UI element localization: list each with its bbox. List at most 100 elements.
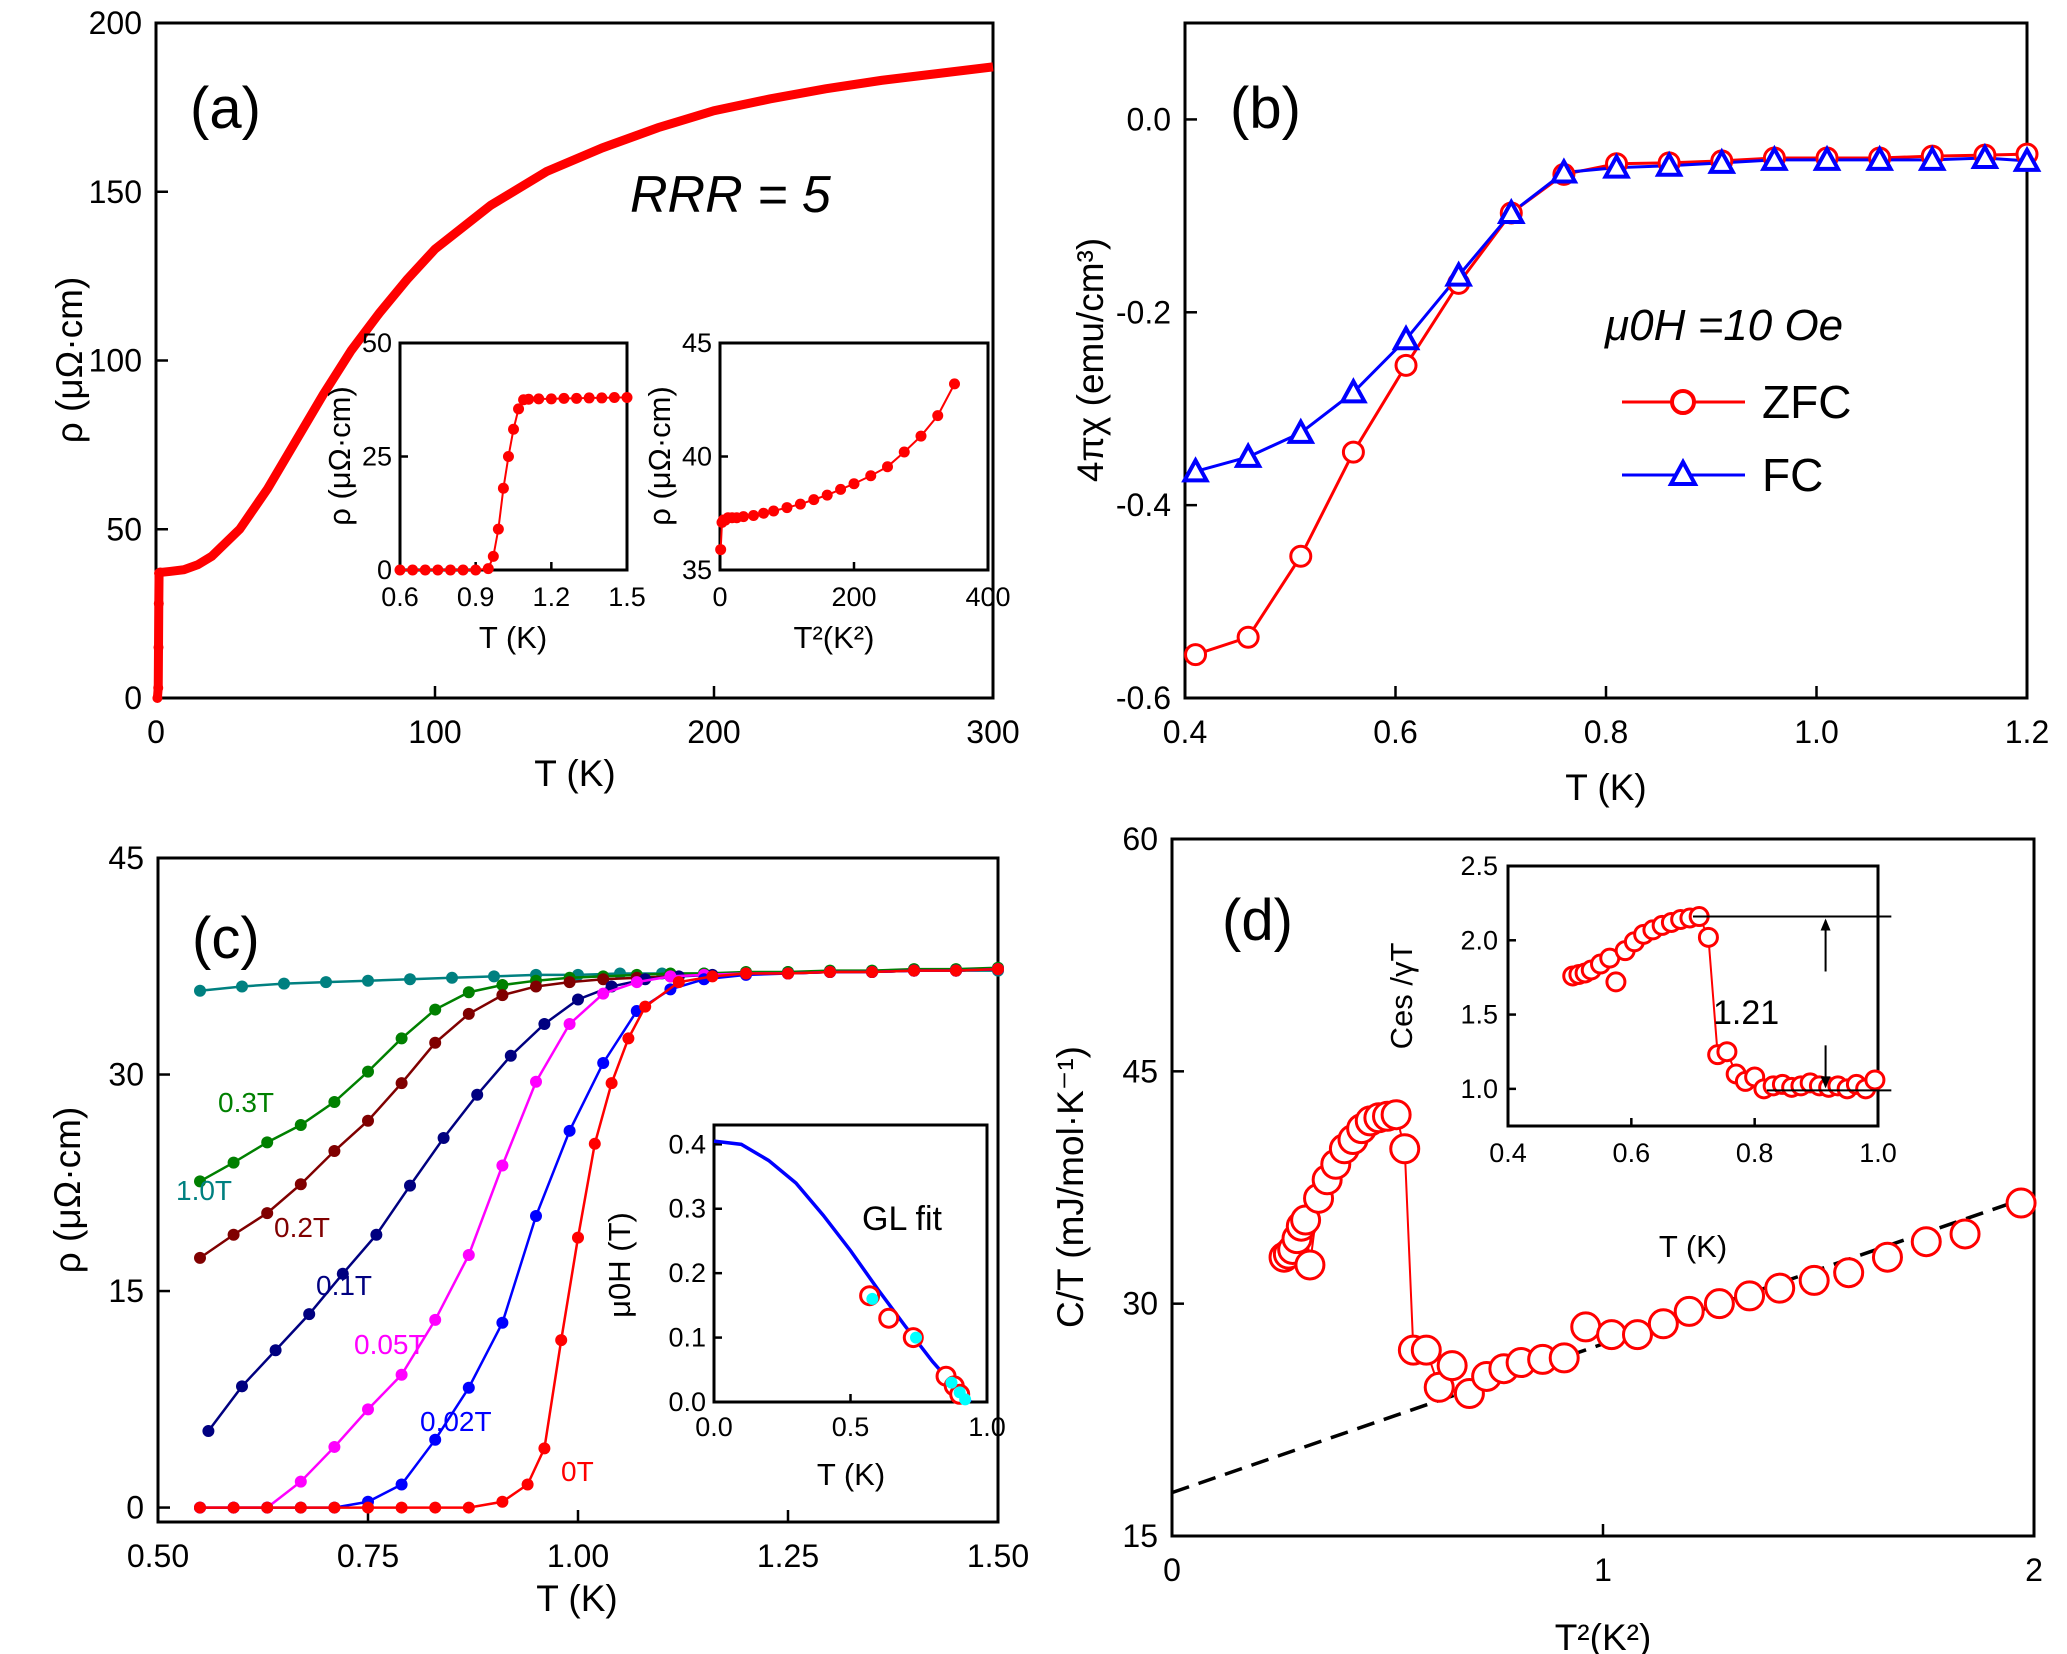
rho-field-point-4 <box>362 1403 374 1416</box>
y-tick-label: 0.4 <box>668 1129 706 1159</box>
rho-field-point-6 <box>588 1137 601 1150</box>
panel-b-ticks: 0.4 0.6 0.8 1.0 1.2 -0.6 -0.4 -0.2 0.0 <box>1116 101 2049 750</box>
inset-a2-point <box>882 461 893 473</box>
panel-b-ylabel: 4πχ (emu/cm³) <box>1070 238 1111 482</box>
inset-a1-point <box>513 403 525 415</box>
y-tick-label: 30 <box>108 1057 144 1093</box>
rho-field-point-5 <box>496 1316 509 1329</box>
rho-field-point-0 <box>362 974 374 987</box>
rho-field-point-3 <box>303 1308 316 1321</box>
fc-point <box>1707 147 1737 174</box>
x-tick-label: 0.6 <box>1373 714 1417 750</box>
inset-a2-ylabel: ρ (μΩ·cm) <box>642 386 677 526</box>
rho-field-point-6 <box>362 1501 374 1514</box>
inset-a1-point <box>558 392 570 404</box>
panel-c-frame <box>156 856 1000 1524</box>
gl-fit-line <box>713 1139 972 1404</box>
rho-field-point-6 <box>496 1495 509 1508</box>
fc-point <box>1865 144 1895 171</box>
inset-a2-line <box>719 383 956 550</box>
rho-field-point-0 <box>446 971 458 984</box>
inset-a2-point <box>898 446 910 458</box>
y-tick-label: 35 <box>682 555 712 585</box>
rho-field-point-6 <box>462 1501 475 1514</box>
y-tick-label: 0.0 <box>1127 101 1171 137</box>
ct-point <box>1548 1342 1580 1374</box>
inset-a1-point <box>621 391 633 403</box>
legend-zfc-label: ZFC <box>1762 376 1851 428</box>
rho-field-point-5 <box>597 1056 610 1069</box>
rho-field-point-1 <box>328 1095 341 1108</box>
series-label-002t: 0.02T <box>420 1406 492 1437</box>
y-tick-label: 100 <box>89 343 142 379</box>
hc2-point-cyan <box>866 1292 879 1305</box>
panel-b-annotation: μ0H =10 Oe <box>1604 301 1843 350</box>
ct-point <box>1389 1133 1421 1165</box>
panel-d-data <box>1171 1099 2037 1495</box>
y-tick-label: 0.1 <box>668 1323 706 1353</box>
panel-c: 0.50 0.75 1.00 1.25 1.50 0 15 30 45 (c) 1.0T 0.3… <box>47 840 1029 1619</box>
ct-point <box>2005 1187 2037 1219</box>
panel-b-frame <box>1183 21 2029 700</box>
panel-b: 0.4 0.6 0.8 1.0 1.2 -0.6 -0.4 -0.2 0.0 (b) μ0H =… <box>1070 21 2049 808</box>
y-tick-label: 150 <box>89 174 142 210</box>
rho-field-point-2 <box>597 973 610 986</box>
rho-field-point-6 <box>782 967 794 980</box>
inset-a2-data <box>715 378 960 556</box>
rho-field-point-6 <box>908 964 920 977</box>
fc-point <box>1233 441 1263 468</box>
inset-a1-point <box>533 393 545 405</box>
rho-field-point-2 <box>429 1036 442 1049</box>
rho-field-point-2 <box>328 1145 341 1158</box>
inset-a1-ylabel: ρ (μΩ·cm) <box>322 386 357 526</box>
panel-a-ticks: 0 100 200 300 0 50 100 150 200 <box>89 5 1020 750</box>
x-tick-label: 0 <box>712 582 727 612</box>
inset-a2-point <box>781 502 793 514</box>
inset-d-frame <box>1506 864 1880 1128</box>
series-label-02t: 0.2T <box>274 1212 330 1243</box>
rho-field-point-4 <box>462 1248 475 1261</box>
x-tick-label: 1.0 <box>968 1412 1006 1442</box>
panel-b-label: (b) <box>1230 76 1301 141</box>
rho-field-point-0 <box>236 980 248 993</box>
rho-field-point-2 <box>227 1228 240 1241</box>
x-tick-label: 2 <box>2025 1552 2043 1588</box>
fc-point <box>1812 144 1842 171</box>
rho-field-point-4 <box>328 1440 341 1453</box>
rho-field-point-1 <box>294 1119 307 1132</box>
ct-point <box>1734 1280 1766 1312</box>
inset-a1-point <box>470 564 482 576</box>
rho-field-point-4 <box>664 970 677 983</box>
inset-a1-point <box>523 393 535 405</box>
rho-field-point-2 <box>261 1207 274 1220</box>
rho-field-point-3 <box>504 1049 517 1062</box>
inset-a2-point <box>848 478 860 490</box>
y-tick-label: 30 <box>1122 1286 1158 1322</box>
rho-field-point-6 <box>605 1077 618 1090</box>
rho-field-point-3 <box>538 1018 551 1030</box>
y-tick-label: 45 <box>682 328 712 358</box>
x-tick-label: 300 <box>966 714 1019 750</box>
rho-field-point-4 <box>530 1075 542 1088</box>
inset-a1-point <box>596 392 608 404</box>
rho-field-point-6 <box>740 967 752 980</box>
ct-point <box>1673 1295 1705 1327</box>
rho-field-point-2 <box>530 980 542 993</box>
ct-point <box>1949 1218 1981 1250</box>
y-tick-label: 50 <box>106 511 142 547</box>
fc-point <box>2012 145 2042 172</box>
inset-a1-data <box>394 391 633 576</box>
inset-a1-line <box>400 396 627 571</box>
hc2-point-cyan <box>910 1331 923 1344</box>
rho-field-point-1 <box>429 1003 442 1016</box>
inset-a2-point <box>715 544 727 556</box>
y-tick-label: 0 <box>126 1490 144 1526</box>
rho-field-point-3 <box>572 993 584 1006</box>
rho-field-point-3 <box>202 1425 215 1438</box>
zfc-line <box>1195 152 2028 657</box>
rho-field-point-1 <box>395 1032 408 1045</box>
inset-a1-point <box>419 564 431 576</box>
rho-field-point-4 <box>429 1313 442 1326</box>
rho-point <box>152 693 163 703</box>
x-tick-label: 0.8 <box>1736 1138 1774 1168</box>
